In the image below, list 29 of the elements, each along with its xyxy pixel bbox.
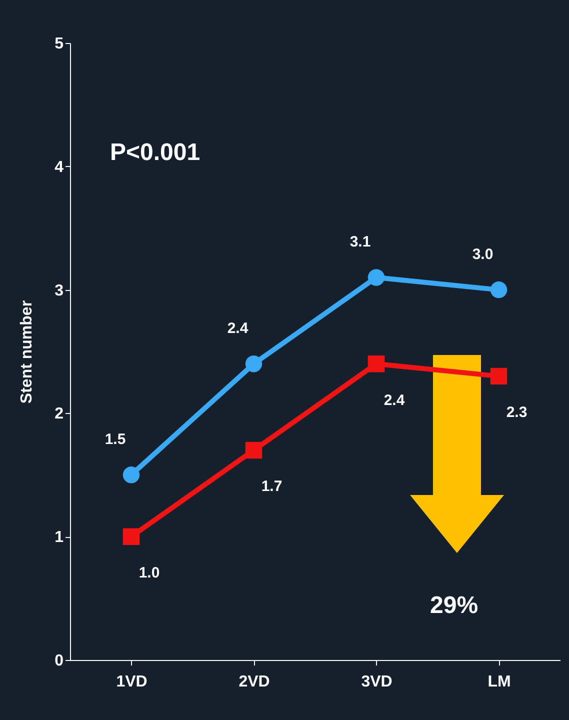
data-label: 2.4 [384,392,406,409]
y-axis-title: Stent number [18,300,36,404]
y-tick-label: 5 [54,36,64,52]
y-tick-label: 1 [54,529,64,546]
data-label: 1.7 [261,478,282,496]
y-tick-label: 3 [54,282,64,300]
point [245,355,262,372]
x-tick-label: LM [488,674,511,690]
point [122,528,140,545]
data-label: 2.4 [227,320,249,337]
annotation: P<0.001 [110,139,200,166]
point [490,368,508,385]
data-label: 1.5 [104,430,126,448]
x-tick-label: 3VD [361,674,392,690]
data-label: 3.0 [472,246,494,263]
point [122,466,140,484]
x-tick-label: 1VD [116,674,148,690]
point [368,269,385,286]
annotation: 29% [430,592,478,619]
point [490,281,508,298]
data-label: 1.0 [138,564,160,582]
data-label: 3.1 [350,233,371,250]
point [368,355,385,372]
y-tick-label: 4 [54,158,64,176]
x-tick-label: 2VD [238,674,270,690]
point [245,442,262,459]
data-label: 2.3 [506,404,528,422]
y-tick-label: 2 [54,406,64,423]
y-tick-label: 0 [54,652,64,670]
